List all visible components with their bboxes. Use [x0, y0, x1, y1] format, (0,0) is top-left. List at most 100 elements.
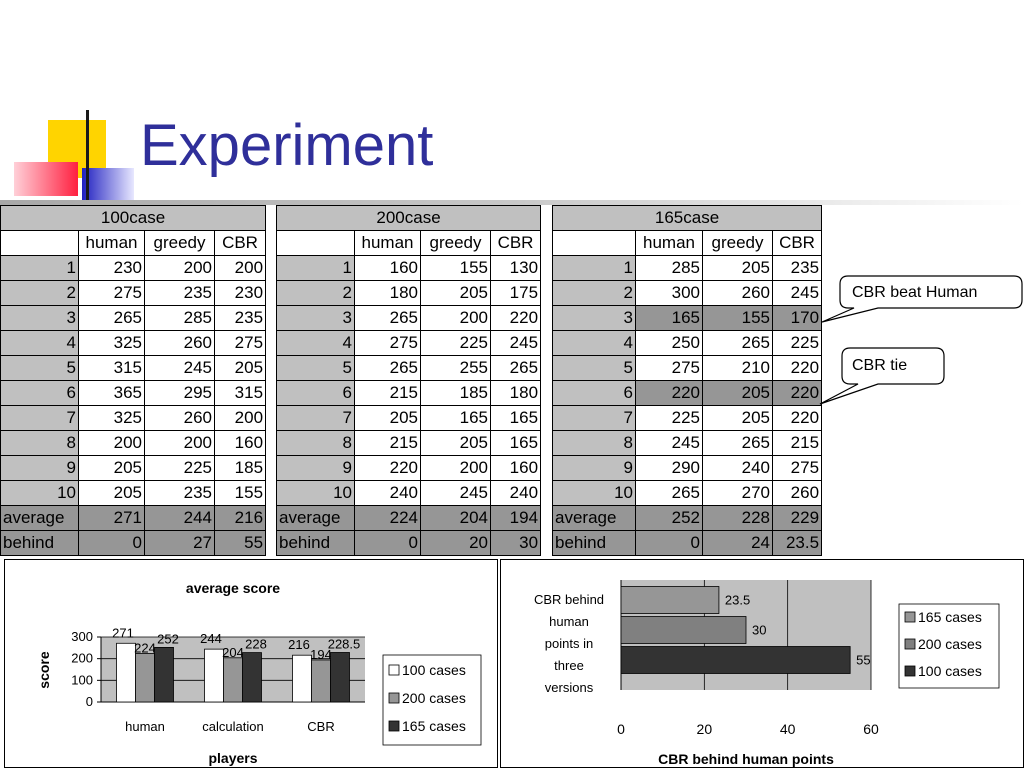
row-label: 5 — [0, 355, 79, 381]
summary-row-behind: behind 0 27 55 — [0, 530, 267, 556]
table-cell: 155 — [702, 305, 773, 331]
table-row: 9 290 240 275 — [552, 455, 823, 481]
table-cell: 245 — [635, 430, 703, 456]
table-title: 100case — [0, 205, 267, 231]
legend-swatch — [388, 692, 400, 704]
legend-swatch — [904, 638, 916, 650]
table-cell: 245 — [144, 355, 215, 381]
y-tick-label: 0 — [86, 694, 93, 709]
table-cell: 225 — [420, 330, 491, 356]
table-row: 8 200 200 160 — [0, 430, 267, 456]
table-cell: 275 — [78, 280, 145, 306]
table-cell: 200 — [144, 255, 215, 281]
table-row: 10 205 235 155 — [0, 480, 267, 506]
table-cell: 205 — [78, 480, 145, 506]
table-title: 165case — [551, 205, 823, 231]
table-cell: 275 — [354, 330, 421, 356]
row-label: 7 — [276, 405, 355, 431]
legend-label: 165 cases — [402, 718, 466, 734]
logo-vertical-line — [86, 110, 89, 202]
row-label: 7 — [552, 405, 636, 431]
table-body: 1 230 200 200 2 275 235 230 3 265 285 235 4 325 260 275… — [0, 255, 267, 556]
table-row: 10 240 245 240 — [276, 480, 542, 506]
row-label: 9 — [276, 455, 355, 481]
table-cell: 265 — [78, 305, 145, 331]
row-label: 10 — [276, 480, 355, 506]
table-cell: 180 — [354, 280, 421, 306]
bar — [330, 652, 350, 703]
x-tick-label: calculation — [202, 719, 263, 734]
bar — [620, 646, 851, 674]
table-row: 1 160 155 130 — [276, 255, 542, 281]
table-cell: 290 — [635, 455, 703, 481]
column-header: CBR — [771, 230, 823, 256]
chart-title: CBR behind human points — [658, 751, 834, 767]
column-header: CBR — [489, 230, 542, 256]
table-cell: 180 — [489, 380, 542, 406]
table-cell: 315 — [213, 380, 267, 406]
table-row: 2 180 205 175 — [276, 280, 542, 306]
table-cell: 220 — [489, 305, 542, 331]
legend-label: 165 cases — [918, 609, 982, 625]
row-label: 1 — [276, 255, 355, 281]
summary-label: average — [276, 505, 355, 531]
table-row: 1 230 200 200 — [0, 255, 267, 281]
table-cell: 275 — [635, 355, 703, 381]
table-row: 7 325 260 200 — [0, 405, 267, 431]
table-cell: 220 — [771, 380, 823, 406]
table-cell: 185 — [420, 380, 491, 406]
summary-cell: 27 — [144, 530, 215, 556]
table-cell: 215 — [354, 430, 421, 456]
legend-label: 200 cases — [402, 690, 466, 706]
table-row: 4 325 260 275 — [0, 330, 267, 356]
table-cell: 205 — [354, 405, 421, 431]
table-body: 1 285 205 235 2 300 260 245 3 165 155 170 4 250 265 225… — [552, 255, 823, 556]
table-cell: 285 — [144, 305, 215, 331]
summary-cell: 244 — [144, 505, 215, 531]
table-row: 3 265 200 220 — [276, 305, 542, 331]
table-cell: 240 — [354, 480, 421, 506]
summary-cell: 194 — [489, 505, 542, 531]
table-cell: 205 — [213, 355, 267, 381]
summary-row-behind: behind 0 20 30 — [276, 530, 542, 556]
row-label: 8 — [552, 430, 636, 456]
table-cell: 230 — [78, 255, 145, 281]
table-row: 7 225 205 220 — [552, 405, 823, 431]
row-label: 8 — [0, 430, 79, 456]
category-label-group: CBR behind human points in three version… — [534, 592, 604, 695]
summary-cell: 228 — [702, 505, 773, 531]
row-label: 10 — [552, 480, 636, 506]
table-cell: 265 — [635, 480, 703, 506]
table-cell: 205 — [702, 255, 773, 281]
table-cell: 325 — [78, 330, 145, 356]
legend-label: 100 cases — [918, 663, 982, 679]
column-header: CBR — [213, 230, 267, 256]
data-label: 30 — [752, 623, 766, 638]
bar — [204, 648, 224, 703]
category-label-line: three — [554, 658, 584, 673]
table-cell: 260 — [144, 405, 215, 431]
summary-cell: 0 — [78, 530, 145, 556]
x-tick-label: 20 — [697, 721, 713, 737]
table-cell: 165 — [489, 430, 542, 456]
callout-text: CBR tie — [852, 357, 907, 374]
table-cell: 160 — [489, 455, 542, 481]
table-row: 4 250 265 225 — [552, 330, 823, 356]
table-cell: 240 — [489, 480, 542, 506]
callout-text: CBR beat Human — [852, 284, 977, 301]
table-cell: 215 — [771, 430, 823, 456]
row-label: 5 — [276, 355, 355, 381]
table-row: 3 265 285 235 — [0, 305, 267, 331]
row-label: 5 — [552, 355, 636, 381]
data-label: 244 — [200, 631, 222, 646]
category-label-line: human — [549, 614, 589, 629]
table-cell: 270 — [702, 480, 773, 506]
legend-label: 200 cases — [918, 636, 982, 652]
title-divider — [0, 200, 1024, 205]
table-cell: 365 — [78, 380, 145, 406]
table-cell: 215 — [354, 380, 421, 406]
summary-label: behind — [0, 530, 79, 556]
y-axis-title: score — [36, 651, 52, 689]
category-label-line: CBR behind — [534, 592, 604, 607]
summary-label: average — [0, 505, 79, 531]
